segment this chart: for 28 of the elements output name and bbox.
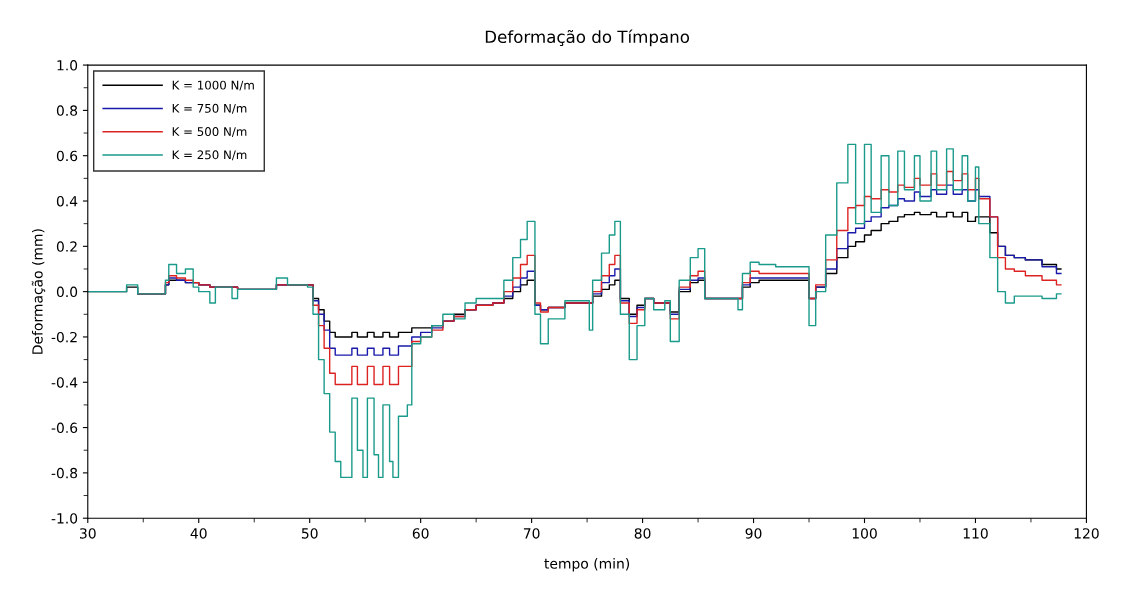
y-tick-label: 0.6 xyxy=(56,150,78,162)
x-tick-label: 40 xyxy=(190,528,207,539)
legend-label: K = 500 N/m xyxy=(172,127,247,137)
y-tick-label: 0.4 xyxy=(56,195,78,207)
chart-title: Deformação do Tímpano xyxy=(485,29,690,47)
y-tick-label: 0.8 xyxy=(56,105,78,116)
x-axis-title: tempo (min) xyxy=(544,558,630,572)
x-tick-label: 100 xyxy=(852,528,877,539)
x-tick-label: 120 xyxy=(1074,528,1099,539)
legend-label: K = 250 N/m xyxy=(172,150,247,161)
x-tick-label: 110 xyxy=(963,528,988,539)
y-tick-label: 0.0 xyxy=(56,286,78,298)
y-tick-label: -0.2 xyxy=(51,331,77,343)
legend-label: K = 750 N/m xyxy=(172,103,247,114)
x-tick-label: 30 xyxy=(80,528,96,539)
x-tick-label: 90 xyxy=(745,528,762,539)
x-tick-label: 80 xyxy=(634,528,651,539)
y-tick-label: -1.0 xyxy=(51,513,78,524)
y-tick-label: -0.8 xyxy=(51,467,78,479)
x-tick-label: 70 xyxy=(523,528,540,539)
y-tick-label: 0.2 xyxy=(56,241,77,252)
legend-label: K = 1000 N/m xyxy=(172,80,254,91)
y-tick-label: -0.4 xyxy=(51,377,78,388)
x-tick-label: 50 xyxy=(301,528,318,539)
y-tick-label: -0.6 xyxy=(51,422,78,434)
x-tick-label: 60 xyxy=(412,528,429,539)
y-tick-label: 1.0 xyxy=(57,60,78,71)
y-axis-title: Deformação (mm) xyxy=(31,229,46,354)
